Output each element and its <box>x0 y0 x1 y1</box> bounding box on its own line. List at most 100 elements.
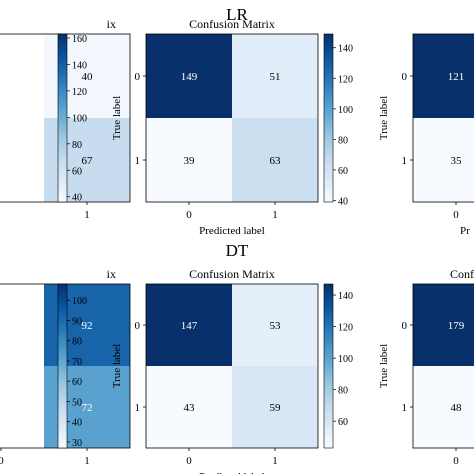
cell-value-label: 48 <box>451 402 463 414</box>
cell-value-label: 43 <box>184 402 196 414</box>
x-tick-label: 1 <box>84 455 90 467</box>
x-tick-label: 0 <box>186 209 192 221</box>
colorbar-tick-label: 70 <box>72 357 82 368</box>
colorbar-tick-label: 120 <box>72 87 87 98</box>
y-tick-label: 0 <box>135 71 141 83</box>
colorbar-tick-label: 120 <box>338 323 353 334</box>
chart-title: ix <box>107 17 116 31</box>
colorbar-tick-label: 40 <box>72 193 82 204</box>
cell-value-label: 92 <box>82 320 93 332</box>
x-axis-label: Pr <box>460 225 470 237</box>
heatmap-cell <box>413 284 474 366</box>
x-tick-label: 0 <box>186 455 192 467</box>
heatmap-cell <box>413 118 474 202</box>
colorbar <box>323 283 334 449</box>
colorbar-tick-label: 60 <box>72 166 82 177</box>
y-axis-label: True label <box>111 96 123 141</box>
heatmap-cell <box>146 118 232 202</box>
heatmap-cell <box>146 34 232 118</box>
colorbar-tick-label: 80 <box>338 135 348 146</box>
colorbar <box>57 283 68 449</box>
x-tick-label: 1 <box>272 209 278 221</box>
heatmap-cell <box>232 284 318 366</box>
x-tick-label: 0 <box>453 209 459 221</box>
confusion-matrix-1-0: 9272ix010130405060708090100 <box>0 267 131 467</box>
y-tick-label: 1 <box>402 402 408 414</box>
cell-value-label: 51 <box>270 71 281 83</box>
heatmap-frame <box>412 283 474 449</box>
heatmap-frame <box>412 33 474 203</box>
heatmap-cell <box>232 34 318 118</box>
heatmap-cell <box>232 366 318 448</box>
y-tick-label: 1 <box>135 402 141 414</box>
colorbar-tick-label: 100 <box>72 113 87 124</box>
y-axis-label: True label <box>378 344 390 389</box>
cell-value-label: 179 <box>448 320 465 332</box>
colorbar-tick-label: 80 <box>72 140 82 151</box>
heatmap-frame <box>145 283 319 449</box>
colorbar <box>57 33 68 203</box>
colorbar <box>323 33 334 203</box>
colorbar-tick-label: 100 <box>72 296 87 307</box>
heatmap-cell <box>146 284 232 366</box>
confusion-matrix-0-0: 4067ix011406080100120140160 <box>0 17 131 221</box>
chart-title: ix <box>107 267 116 281</box>
colorbar-tick-label: 100 <box>338 105 353 116</box>
colorbar-tick-label: 140 <box>338 44 353 55</box>
heatmap-cell <box>232 118 318 202</box>
x-tick-label: 1 <box>84 209 90 221</box>
heatmap-grid: 4067ix011406080100120140160149513963Conf… <box>0 17 474 474</box>
panel-title-dt: DT <box>226 241 249 260</box>
colorbar-tick-label: 80 <box>338 386 348 397</box>
heatmap-frame <box>145 33 319 203</box>
chart-title: Confusion Matrix <box>189 267 275 281</box>
confusion-matrix-1-2: 17948Conf0101True label <box>378 267 474 467</box>
colorbar-tick-label: 160 <box>72 34 87 45</box>
heatmap-cell <box>413 366 474 448</box>
cell-value-label: 63 <box>270 155 282 167</box>
colorbar-tick-label: 120 <box>338 74 353 85</box>
cell-value-label: 149 <box>181 71 198 83</box>
y-tick-label: 0 <box>135 320 141 332</box>
heatmap-cell <box>413 34 474 118</box>
cell-value-label: 121 <box>448 71 465 83</box>
y-tick-label: 0 <box>402 71 408 83</box>
colorbar-tick-label: 140 <box>338 291 353 302</box>
cell-value-label: 67 <box>82 155 94 167</box>
heatmap-frame <box>0 283 131 449</box>
colorbar-tick-label: 50 <box>72 397 82 408</box>
colorbar-tick-label: 80 <box>72 337 82 348</box>
y-axis-label: True label <box>111 344 123 389</box>
heatmap-frame <box>0 33 131 203</box>
x-tick-label: 0 <box>0 455 4 467</box>
y-tick-label: 0 <box>402 320 408 332</box>
cell-value-label: 40 <box>82 71 94 83</box>
y-tick-label: 1 <box>402 155 408 167</box>
colorbar-tick-label: 90 <box>72 316 82 327</box>
cell-value-label: 35 <box>451 155 463 167</box>
colorbar-tick-label: 60 <box>338 417 348 428</box>
x-axis-label: Predicted label <box>199 471 265 474</box>
colorbar-tick-label: 60 <box>72 377 82 388</box>
cell-value-label: 53 <box>270 320 282 332</box>
colorbar-tick-label: 40 <box>72 418 82 429</box>
x-axis-label: Predicted label <box>199 225 265 237</box>
colorbar-tick-label: 30 <box>72 438 82 449</box>
chart-title: Confusion Matrix <box>189 17 275 31</box>
confusion-matrix-0-1: 149 51 39 63 Confusion Matrix 0 1 0 1 Predicted l… <box>111 17 353 237</box>
colorbar-tick-label: 140 <box>72 60 87 71</box>
chart-title: Conf <box>450 267 474 281</box>
heatmap-cell <box>146 366 232 448</box>
confusion-matrix-1-1: 147 53 43 59 Confusion Matrix 0 1 0 1 Predicted l… <box>111 267 353 474</box>
x-tick-label: 1 <box>272 455 278 467</box>
y-axis-label: True label <box>378 96 390 141</box>
cell-value-label: 59 <box>270 402 282 414</box>
colorbar-tick-label: 40 <box>338 196 348 207</box>
panel-title-lr: LR <box>226 5 248 24</box>
cell-value-label: 72 <box>82 402 93 414</box>
colorbar-tick-label: 60 <box>338 166 348 177</box>
colorbar-tick-label: 100 <box>338 354 353 365</box>
y-tick-label: 1 <box>135 155 141 167</box>
